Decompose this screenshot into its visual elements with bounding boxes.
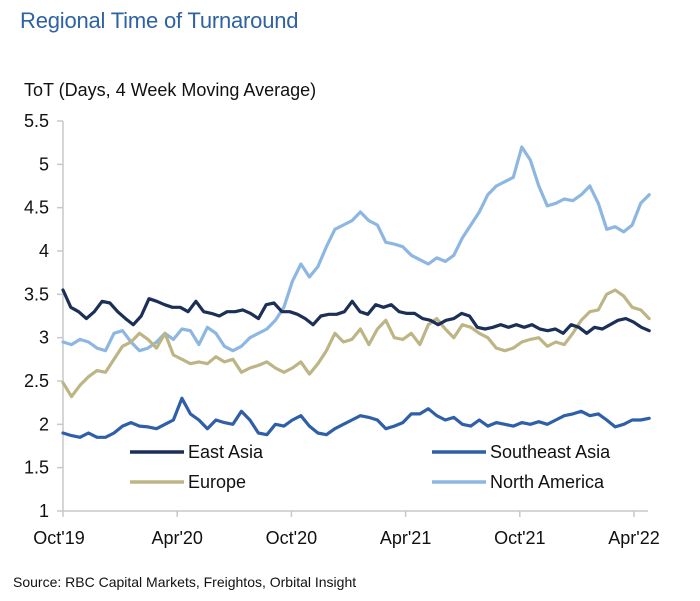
legend-label-europe: Europe bbox=[188, 472, 246, 492]
y-tick-label: 1 bbox=[39, 501, 49, 521]
axes: 1 1.5 2 2.5 3 3.5 4 4.5 5 5.5 Oct'19 Apr'20 Oct'20 Ap… bbox=[24, 111, 660, 548]
x-tick-label: Oct'19 bbox=[33, 528, 84, 548]
series-line-southeast-asia bbox=[61, 396, 651, 439]
y-tick-label: 4 bbox=[39, 241, 49, 261]
y-axis-title: ToT (Days, 4 Week Moving Average) bbox=[24, 80, 317, 100]
x-tick-label: Apr'22 bbox=[608, 528, 659, 548]
source-note: Source: RBC Capital Markets, Freightos, … bbox=[13, 574, 357, 590]
y-tick-label: 3.5 bbox=[24, 284, 49, 304]
series-line-europe bbox=[61, 288, 651, 399]
series-line-north-america bbox=[61, 145, 651, 353]
x-tick-label: Apr'21 bbox=[380, 528, 431, 548]
legend: East Asia Southeast Asia Europe North Ameri… bbox=[128, 440, 640, 494]
chart-title: Regional Time of Turnaround bbox=[20, 8, 299, 33]
series-line-east-asia bbox=[61, 288, 651, 335]
legend-label-east-asia: East Asia bbox=[188, 442, 264, 462]
x-tick-label: Oct'21 bbox=[494, 528, 545, 548]
y-tick-label: 2.5 bbox=[24, 371, 49, 391]
x-tick-label: Apr'20 bbox=[151, 528, 202, 548]
y-tick-label: 5.5 bbox=[24, 111, 49, 131]
y-tick-label: 1.5 bbox=[24, 458, 49, 478]
legend-label-north-america: North America bbox=[490, 472, 605, 492]
x-tick-label: Oct'20 bbox=[266, 528, 317, 548]
y-tick-label: 5 bbox=[39, 154, 49, 174]
legend-label-southeast-asia: Southeast Asia bbox=[490, 442, 611, 462]
y-tick-label: 3 bbox=[39, 328, 49, 348]
y-tick-label: 4.5 bbox=[24, 198, 49, 218]
y-tick-label: 2 bbox=[39, 414, 49, 434]
series-lines bbox=[61, 145, 651, 439]
